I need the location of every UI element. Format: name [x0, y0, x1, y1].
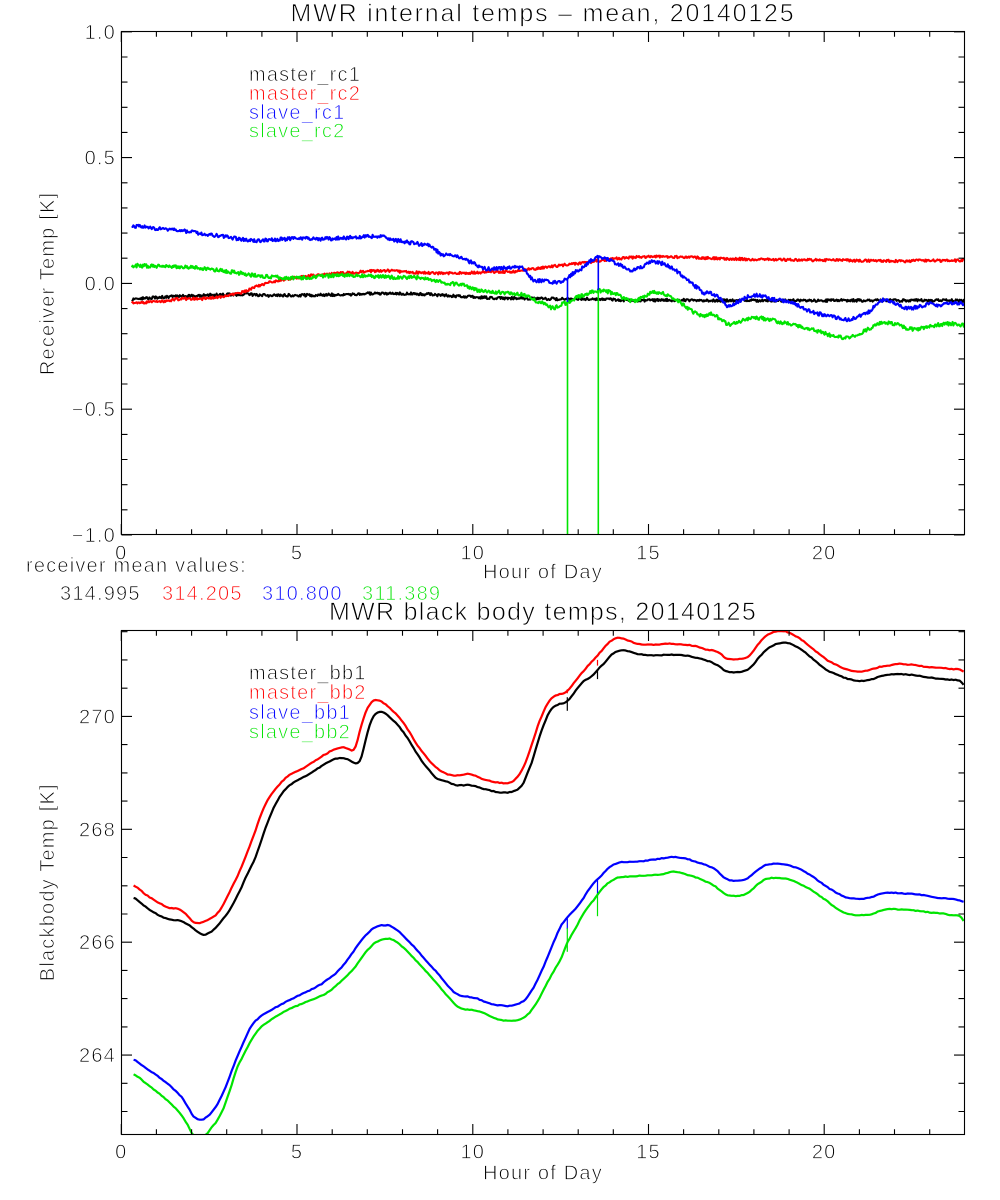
svg-text:Hour of Day: Hour of Day — [483, 562, 603, 584]
svg-text:master_bb1: master_bb1 — [249, 663, 367, 685]
svg-text:5: 5 — [291, 1142, 303, 1164]
svg-text:master_rc2: master_rc2 — [249, 83, 361, 105]
svg-text:1.0: 1.0 — [85, 22, 116, 44]
svg-text:0: 0 — [115, 1142, 127, 1164]
svg-text:−1.0: −1.0 — [72, 525, 116, 547]
svg-text:0.5: 0.5 — [85, 148, 116, 170]
svg-text:310.800: 310.800 — [262, 583, 343, 605]
svg-text:MWR black body temps, 20140125: MWR black body temps, 20140125 — [329, 598, 757, 626]
svg-text:receiver mean values:: receiver mean values: — [26, 555, 247, 577]
svg-text:270: 270 — [79, 706, 116, 728]
svg-text:−0.5: −0.5 — [72, 399, 116, 421]
svg-text:314.995: 314.995 — [60, 583, 141, 605]
svg-text:0: 0 — [115, 543, 127, 565]
svg-text:5: 5 — [291, 543, 303, 565]
svg-text:311.389: 311.389 — [362, 583, 441, 605]
svg-text:Hour of Day: Hour of Day — [483, 1163, 603, 1185]
svg-text:slave_bb1: slave_bb1 — [249, 702, 351, 724]
svg-text:10: 10 — [460, 543, 485, 565]
svg-text:slave_rc1: slave_rc1 — [249, 102, 345, 124]
svg-text:10: 10 — [460, 1142, 485, 1164]
svg-text:264: 264 — [79, 1045, 116, 1067]
svg-text:15: 15 — [636, 543, 661, 565]
svg-text:Blackbody Temp [K]: Blackbody Temp [K] — [37, 783, 59, 981]
svg-text:268: 268 — [79, 819, 116, 841]
svg-text:266: 266 — [79, 932, 116, 954]
svg-text:20: 20 — [812, 1142, 837, 1164]
svg-text:Receiver Temp [K]: Receiver Temp [K] — [37, 192, 59, 375]
svg-text:slave_rc2: slave_rc2 — [249, 121, 345, 143]
svg-text:slave_bb2: slave_bb2 — [249, 722, 351, 744]
svg-text:MWR internal temps – mean, 201: MWR internal temps – mean, 20140125 — [291, 0, 796, 28]
svg-text:15: 15 — [636, 1142, 661, 1164]
svg-text:20: 20 — [812, 543, 837, 565]
svg-text:master_rc1: master_rc1 — [249, 64, 361, 86]
svg-text:314.205: 314.205 — [162, 583, 243, 605]
svg-text:master_bb2: master_bb2 — [249, 682, 367, 704]
svg-text:0.0: 0.0 — [85, 273, 116, 295]
